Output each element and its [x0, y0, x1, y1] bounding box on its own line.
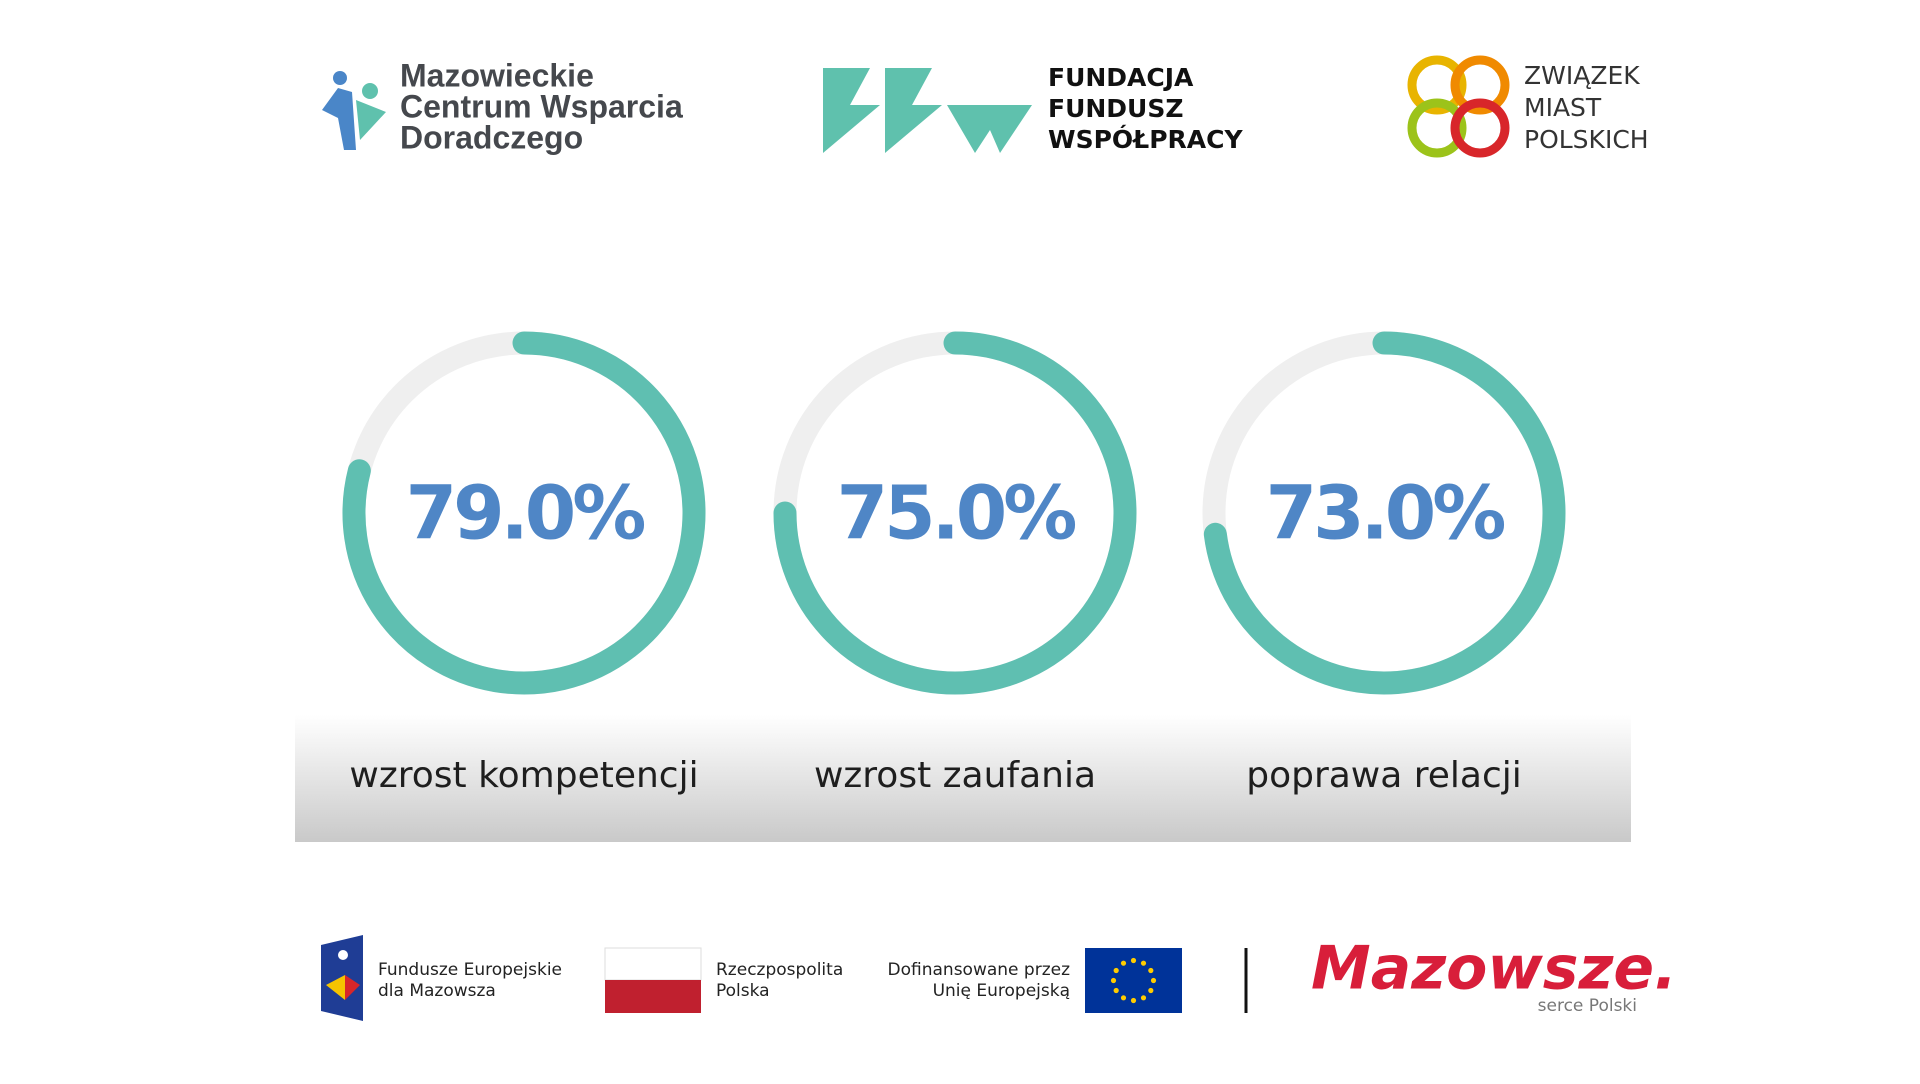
logo-shape: [1407, 55, 1467, 115]
footer-text: Unię Europejską: [933, 981, 1070, 1001]
logo-text: Doradczego: [400, 119, 583, 155]
label-band: [295, 715, 1631, 842]
logo-shape: [333, 71, 347, 85]
logo-text: Centrum Wsparcia: [400, 88, 683, 124]
rp-logo: Rzeczpospolita Polska: [604, 947, 843, 1013]
zmp-logo: ZWIĄZEK MIAST POLSKICH: [1407, 55, 1649, 158]
logo-text: MIAST: [1524, 93, 1602, 122]
logo-shape: [885, 68, 942, 153]
footer-text: Dofinansowane przez: [888, 960, 1071, 980]
logo-text: ZWIĄZEK: [1524, 61, 1640, 90]
logo-text: POLSKICH: [1524, 125, 1649, 154]
eu-stars: [1110, 957, 1157, 1004]
logo-shape: [338, 950, 348, 960]
eu-star: [1130, 957, 1137, 964]
logo-shape: [1450, 55, 1510, 115]
flag-white: [604, 947, 702, 981]
eu-star: [1148, 987, 1154, 994]
gauge-arc: [342, 331, 706, 695]
mazowsze-tagline: serce Polski: [1538, 996, 1637, 1016]
logo-shape: [326, 975, 345, 1000]
footer-text: Polska: [716, 981, 770, 1001]
mcwd-logo: Mazowieckie Centrum Wsparcia Doradczego: [322, 57, 683, 155]
eu-star: [1140, 960, 1147, 966]
eu-star: [1113, 967, 1119, 974]
eu-star: [1120, 960, 1127, 966]
ue-logo: Dofinansowane przez Unię Europejską: [888, 948, 1182, 1013]
footer-text: dla Mazowsza: [378, 981, 496, 1001]
eu-star: [1130, 997, 1137, 1004]
eu-star: [1140, 995, 1147, 1001]
eu-flag: [1085, 948, 1182, 1013]
category-label: poprawa relacji: [1246, 755, 1522, 796]
logo-text: FUNDACJA: [1048, 63, 1194, 92]
ffw-logo: FUNDACJA FUNDUSZ WSPÓŁPRACY: [823, 63, 1243, 154]
logo-text: Mazowieckie: [400, 57, 594, 93]
logo-shape: [345, 975, 360, 1000]
gauge-arc: [773, 331, 1137, 695]
value-label: 75.0%: [837, 471, 1076, 557]
logo-shape: [1407, 98, 1467, 158]
logo-shape: [1450, 98, 1510, 158]
gauges: 79.0% wzrost kompetencji 75.0% wzrost zaufa…: [342, 331, 1566, 796]
eu-star: [1110, 977, 1117, 984]
fem-logo: Fundusze Europejskie dla Mazowsza: [321, 935, 562, 1021]
footer-text: Rzeczpospolita: [716, 960, 843, 980]
eu-star: [1150, 977, 1157, 984]
logo-shape: [947, 105, 1032, 153]
category-label: wzrost zaufania: [814, 755, 1096, 796]
value-label: 79.0%: [406, 471, 645, 557]
category-label: wzrost kompetencji: [349, 755, 698, 796]
eu-star: [1148, 967, 1154, 974]
logo-text: FUNDUSZ: [1048, 94, 1184, 123]
eu-star: [1113, 987, 1119, 994]
logo-shape: [322, 88, 356, 150]
gauge-arc: [1203, 331, 1566, 695]
value-label: 73.0%: [1266, 471, 1505, 557]
logo-shape: [356, 100, 386, 140]
logo-shape: [362, 83, 378, 99]
eu-star: [1120, 995, 1127, 1001]
flag-red: [605, 980, 701, 1013]
logo-shape: [823, 68, 880, 153]
footer-text: Fundusze Europejskie: [378, 960, 562, 980]
logo-text: WSPÓŁPRACY: [1048, 124, 1243, 154]
mazowsze-logo: Mazowsze.: [1311, 934, 1677, 1004]
